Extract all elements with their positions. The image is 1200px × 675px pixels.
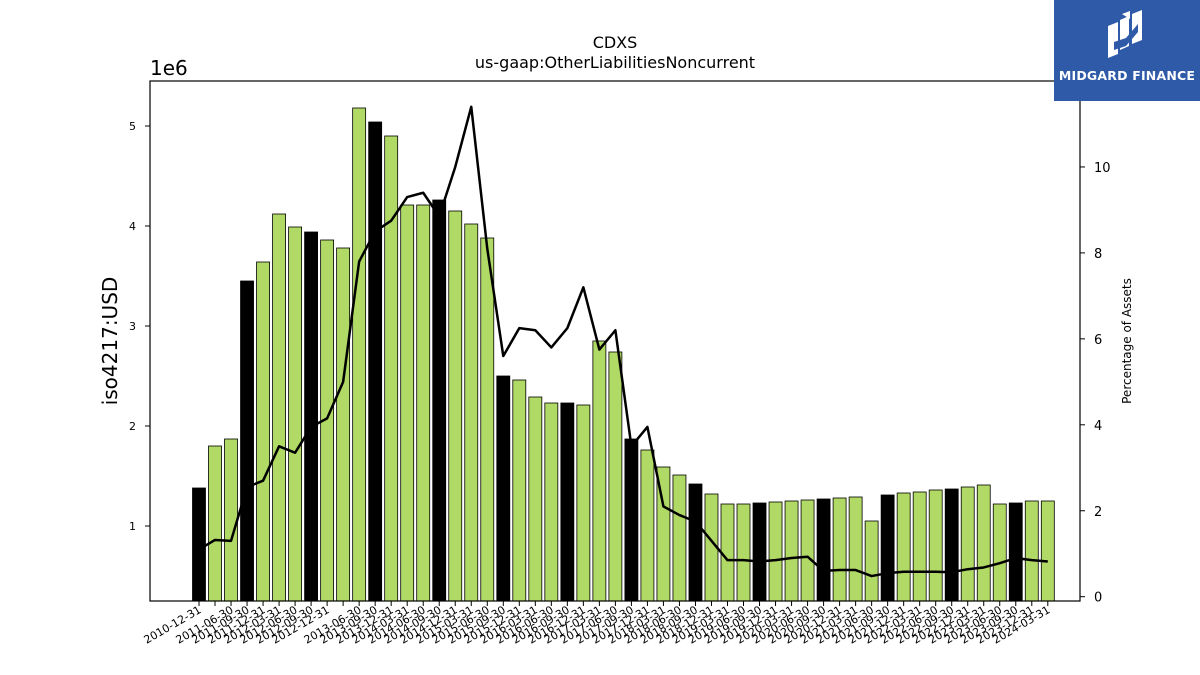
- bar-2016-03-31: [528, 396, 543, 602]
- bar-2017-03-31: [592, 340, 607, 602]
- chart-title: CDXS: [593, 33, 638, 52]
- midgard-m-logo-icon: [1108, 10, 1142, 58]
- y2-tick-label-6: 6: [1094, 333, 1102, 348]
- bar-2014-06-30: [416, 204, 431, 602]
- bar-2023-06-30: [992, 503, 1007, 602]
- bar-2023-09-30: [1008, 502, 1023, 602]
- bar-2021-06-30: [864, 520, 879, 602]
- bar-2022-12-31: [960, 486, 975, 602]
- bar-2012-03-31: [272, 213, 286, 602]
- y-tick-label-3: 3: [129, 320, 136, 333]
- y2-axis-label: Percentage of Assets: [1120, 278, 1134, 404]
- brand-logo: MIDGARD FINANCE: [1054, 0, 1200, 101]
- bar-2016-12-31: [576, 404, 591, 602]
- bar-2021-09-30: [880, 494, 895, 602]
- bar-2020-06-30: [800, 499, 815, 602]
- bar-2014-09-30: [432, 199, 447, 602]
- bar-2015-09-30: [496, 375, 511, 602]
- y-tick-label-2: 2: [129, 420, 136, 433]
- bar-series: [192, 107, 1055, 602]
- chart-subtitle: us-gaap:OtherLiabilitiesNoncurrent: [475, 53, 755, 72]
- bar-2010-12-31: [192, 487, 206, 602]
- bar-2021-12-31: [896, 492, 911, 602]
- line-percentage-of-assets: [198, 105, 1048, 578]
- bar-2013-12-31: [384, 135, 399, 602]
- bar-2017-06-30: [608, 351, 623, 602]
- bar-2019-12-31: [768, 501, 783, 602]
- bar-2022-09-30: [944, 488, 959, 602]
- bar-2021-03-31: [848, 496, 863, 602]
- y-tick-label-5: 5: [129, 120, 136, 133]
- y2-tick-label-8: 8: [1094, 247, 1102, 262]
- bar-2019-03-31: [720, 503, 735, 602]
- bar-2014-12-31: [448, 210, 463, 602]
- y2-tick-label-4: 4: [1094, 419, 1102, 434]
- bar-2023-03-31: [976, 484, 991, 602]
- brand-name: MIDGARD FINANCE: [1058, 68, 1196, 83]
- bar-2015-06-30: [480, 237, 495, 602]
- bar-2015-03-31: [464, 223, 479, 602]
- bar-2022-06-30: [928, 489, 943, 602]
- bar-2022-03-31: [912, 491, 927, 602]
- bar-2011-12-31: [256, 261, 270, 602]
- bar-2017-09-30: [624, 438, 639, 602]
- bar-2012-06-30: [288, 226, 302, 602]
- y2-tick-label-2: 2: [1094, 505, 1102, 520]
- bar-2011-06-30: [224, 438, 238, 602]
- bar-2018-06-30: [672, 474, 687, 602]
- y-axis-label: iso4217:USD: [98, 277, 122, 406]
- bar-2011-03-31: [208, 445, 222, 602]
- y-scale-label: 1e6: [150, 56, 188, 80]
- bar-2012-09-30: [304, 231, 319, 602]
- y2-tick-label-10: 10: [1094, 161, 1111, 176]
- y-tick-label-1: 1: [129, 520, 136, 533]
- bar-2020-03-31: [784, 500, 799, 602]
- bar-2020-09-30: [816, 498, 831, 602]
- axes: 1234502468102010-12-312011-06-302011-09-…: [129, 80, 1111, 647]
- bar-2013-03-31: [336, 247, 351, 602]
- bar-2011-09-30: [240, 280, 254, 602]
- y2-tick-label-0: 0: [1094, 591, 1102, 606]
- bar-2024-03-31: [1040, 500, 1055, 602]
- bar-2015-12-31: [512, 379, 527, 602]
- line-series-group: [198, 105, 1048, 578]
- bar-2019-06-30: [736, 503, 751, 602]
- bar-2018-09-30: [688, 483, 703, 602]
- bar-2019-09-30: [752, 502, 767, 602]
- bar-2020-12-31: [832, 497, 847, 602]
- bar-2016-09-30: [560, 402, 575, 602]
- y-tick-label-4: 4: [129, 220, 136, 233]
- bar-2017-12-31: [640, 449, 655, 602]
- bar-2023-12-31: [1024, 500, 1039, 602]
- bar-2014-03-31: [400, 204, 415, 602]
- bar-2013-06-30: [352, 107, 367, 602]
- bar-2013-09-30: [368, 121, 383, 602]
- bar-2016-06-30: [544, 402, 559, 602]
